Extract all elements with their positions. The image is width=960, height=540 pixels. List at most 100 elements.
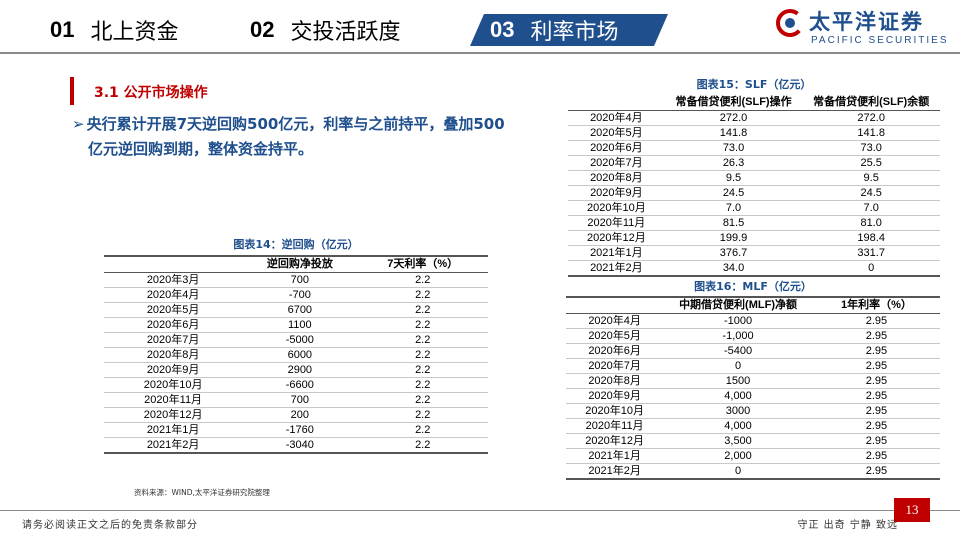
row-month: 2020年4月 [146, 288, 200, 301]
row-month: 2020年6月 [588, 344, 641, 357]
row-month: 2020年11月 [144, 393, 203, 406]
table-cell: 6700 [287, 303, 313, 316]
table-cell: 331.7 [857, 246, 885, 259]
table-row: 2020年8月 6000 2.2 [104, 347, 488, 362]
tab-trading-activity[interactable]: 02 交投活跃度 [250, 14, 401, 46]
table-cell: 4,000 [724, 419, 752, 432]
logo-mark-icon [776, 9, 804, 37]
row-month: 2020年8月 [588, 374, 641, 387]
table15-title: 图表15：SLF（亿元） [696, 78, 812, 91]
table-row: 2020年10月 -6600 2.2 [104, 377, 488, 392]
table-row: 2020年9月 2900 2.2 [104, 362, 488, 377]
table-row: 2021年1月 -1760 2.2 [104, 422, 488, 437]
table-cell: 2.2 [415, 318, 431, 331]
table-cell: 0 [734, 359, 742, 372]
table-cell: 2.95 [865, 404, 888, 417]
summary-bullet: ➢ 央行累计开展7天逆回购500亿元，利率与之前持平，叠加500 亿元逆回购到期，… [72, 112, 542, 162]
row-month: 2020年7月 [588, 359, 641, 372]
table-row: 2020年4月 272.0 272.0 [568, 110, 940, 125]
table-row: 2021年2月 -3040 2.2 [104, 437, 488, 453]
column-header: 常备借贷便利(SLF)余额 [813, 95, 930, 108]
table-row: 2020年5月 -1,000 2.95 [566, 328, 940, 343]
table-cell: 199.9 [719, 231, 748, 244]
row-month: 2020年7月 [590, 156, 643, 169]
table-cell: -3040 [285, 438, 314, 451]
column-header: 中期借贷便利(MLF)净额 [679, 299, 797, 312]
table-row: 2020年11月 81.5 81.0 [568, 215, 940, 230]
slf-table: 常备借贷便利(SLF)操作 常备借贷便利(SLF)余额 2020年4月 272.0 2… [568, 94, 940, 277]
table-cell: -6600 [285, 378, 314, 391]
table-cell: 34.0 [722, 261, 745, 274]
row-month: 2020年10月 [143, 378, 203, 391]
table-cell: 24.5 [722, 186, 745, 199]
table-cell: 73.0 [860, 141, 882, 154]
row-month: 2020年9月 [146, 363, 200, 376]
table-cell: 700 [290, 273, 309, 286]
row-month: 2020年8月 [146, 348, 200, 361]
table-cell: 272.0 [857, 111, 885, 124]
bullet-text-line1: 央行累计开展7天逆回购500亿元，利率与之前持平，叠加500 [86, 115, 505, 133]
row-month: 2020年12月 [143, 408, 203, 421]
table-cell: 24.5 [860, 186, 882, 199]
table-cell: 81.5 [722, 216, 745, 229]
table-cell: 198.4 [857, 231, 885, 244]
table-cell: 2.95 [865, 359, 888, 372]
row-month: 2020年8月 [590, 171, 643, 184]
row-month: 2021年2月 [146, 438, 200, 451]
column-header: 7天利率（%） [387, 258, 459, 271]
table-cell: 2900 [287, 363, 313, 376]
disclaimer-note: 请务必阅读正文之后的免责条款部分 [22, 520, 198, 531]
table-row: 2021年1月 376.7 331.7 [568, 245, 940, 260]
row-month: 2020年5月 [588, 329, 641, 342]
table-row: 2020年7月 0 2.95 [566, 358, 940, 373]
section-title: 3.1 公开市场操作 [94, 85, 208, 101]
table-row: 2020年7月 -5000 2.2 [104, 332, 488, 347]
table-cell: 1500 [725, 374, 751, 387]
table-header-row: 逆回购净投放 7天利率（%） [104, 256, 488, 272]
table-cell: -5400 [723, 344, 753, 357]
row-month: 2021年2月 [588, 464, 641, 477]
row-month: 2020年9月 [588, 389, 641, 402]
column-header: 1年利率（%） [840, 299, 912, 312]
table-row: 2020年7月 26.3 25.5 [568, 155, 940, 170]
table-cell: 73.0 [722, 141, 745, 154]
table-cell: 2.95 [865, 329, 888, 342]
table-row: 2020年11月 700 2.2 [104, 392, 488, 407]
table-header-row: 中期借贷便利(MLF)净额 1年利率（%） [566, 297, 940, 313]
table-cell: 2.95 [865, 344, 888, 357]
table-row: 2020年5月 6700 2.2 [104, 302, 488, 317]
table-row: 2020年4月 -1000 2.95 [566, 313, 940, 328]
table-cell: 141.8 [857, 126, 885, 139]
table-cell: 2.2 [415, 438, 431, 451]
tab-northbound-funds[interactable]: 01 北上资金 [50, 14, 179, 46]
table-cell: 2.95 [865, 434, 888, 447]
company-motto: 守正 出奇 宁静 致远 [797, 520, 898, 531]
table-cell: -700 [288, 288, 311, 301]
table-cell: 2.2 [415, 288, 431, 301]
table-cell: 2.2 [415, 378, 431, 391]
row-month: 2020年6月 [590, 141, 643, 154]
table-cell: 2.2 [415, 408, 431, 421]
table-cell: 4,000 [724, 389, 752, 402]
company-logo: 太平洋证券 PACIFIC SECURITIES [775, 6, 955, 52]
table-cell: 2.95 [865, 449, 888, 462]
row-month: 2020年10月 [585, 404, 644, 417]
table-cell: 700 [290, 393, 309, 406]
row-month: 2021年2月 [590, 261, 643, 274]
tab-number: 01 [50, 17, 75, 42]
tab-interest-rate-market[interactable]: 03 利率市场 [470, 14, 668, 46]
table-row: 2020年4月 -700 2.2 [104, 287, 488, 302]
column-header: 逆回购净投放 [266, 258, 333, 271]
footer-divider [0, 510, 960, 511]
table-cell: 81.0 [860, 216, 882, 229]
header-divider [0, 52, 960, 54]
row-month: 2020年6月 [146, 318, 200, 331]
table-header-row: 常备借贷便利(SLF)操作 常备借贷便利(SLF)余额 [568, 94, 940, 110]
table-row: 2020年12月 3,500 2.95 [566, 433, 940, 448]
row-month: 2020年4月 [590, 111, 643, 124]
row-month: 2020年5月 [146, 303, 200, 316]
logo-name-cn: 太平洋证券 [809, 10, 924, 34]
reverse-repo-table: 逆回购净投放 7天利率（%） 2020年3月 700 2.2 2020年4月 -700 2.… [104, 255, 488, 454]
row-month: 2020年9月 [590, 186, 643, 199]
table-row: 2021年1月 2,000 2.95 [566, 448, 940, 463]
